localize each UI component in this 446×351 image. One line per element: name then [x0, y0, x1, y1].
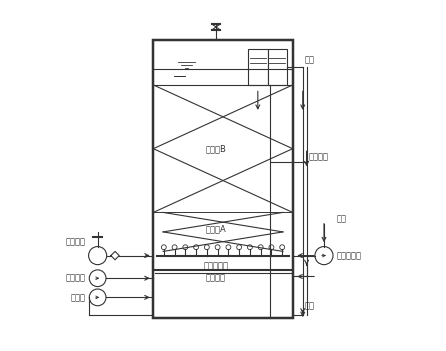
Text: 反洗排水: 反洗排水 — [308, 153, 328, 161]
Bar — [153, 40, 293, 318]
Text: 承托层板: 承托层板 — [206, 274, 226, 283]
Text: 反洗风机: 反洗风机 — [66, 237, 86, 246]
Text: 臭氧: 臭氧 — [336, 214, 346, 224]
Text: 放空: 放空 — [305, 302, 314, 311]
Text: 催化剂A: 催化剂A — [206, 224, 227, 233]
Text: 进水泵: 进水泵 — [70, 293, 86, 302]
Text: 反洗水泵: 反洗水泵 — [66, 274, 86, 283]
Text: 催化剂B: 催化剂B — [206, 144, 227, 153]
Bar — [248, 49, 268, 85]
Text: 水气分布器: 水气分布器 — [203, 261, 228, 271]
Bar — [268, 49, 287, 85]
Text: 气液混合泵: 气液混合泵 — [336, 251, 361, 260]
Text: 排水: 排水 — [305, 55, 314, 64]
